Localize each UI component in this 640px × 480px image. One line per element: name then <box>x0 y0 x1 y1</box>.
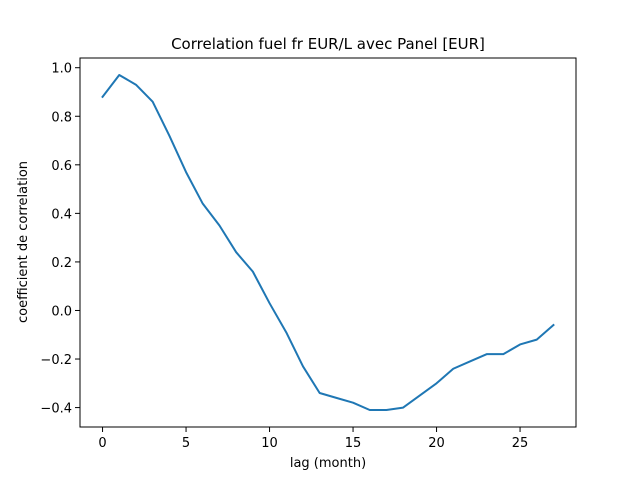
y-tick-label: 0.4 <box>51 207 72 222</box>
x-tick-label: 5 <box>182 436 190 451</box>
x-tick-label: 0 <box>98 436 106 451</box>
x-tick-label: 15 <box>345 436 362 451</box>
x-tick-label: 25 <box>512 436 529 451</box>
y-tick-label: 1.0 <box>51 62 72 77</box>
y-axis-label: coefficient de correlation <box>16 161 31 323</box>
y-tick-label: 0.2 <box>51 256 72 271</box>
chart-title: Correlation fuel fr EUR/L avec Panel [EU… <box>171 35 485 53</box>
plot-area: 0 5 10 15 20 25 −0.4 −0.2 0.0 0.2 0.4 0.6 0.8 1.0 <box>40 57 577 451</box>
x-axis-label: lag (month) <box>290 456 366 471</box>
axes-frame <box>79 57 577 428</box>
series-line-0 <box>101 73 555 412</box>
y-tick-label: −0.2 <box>40 353 72 368</box>
y-tick-label: 0.0 <box>51 304 72 319</box>
x-tick-label: 10 <box>261 436 278 451</box>
x-tick-label: 20 <box>428 436 445 451</box>
y-tick-label: 0.8 <box>51 110 72 125</box>
y-tick-label: −0.4 <box>40 402 72 417</box>
y-tick-label: 0.6 <box>51 159 72 174</box>
